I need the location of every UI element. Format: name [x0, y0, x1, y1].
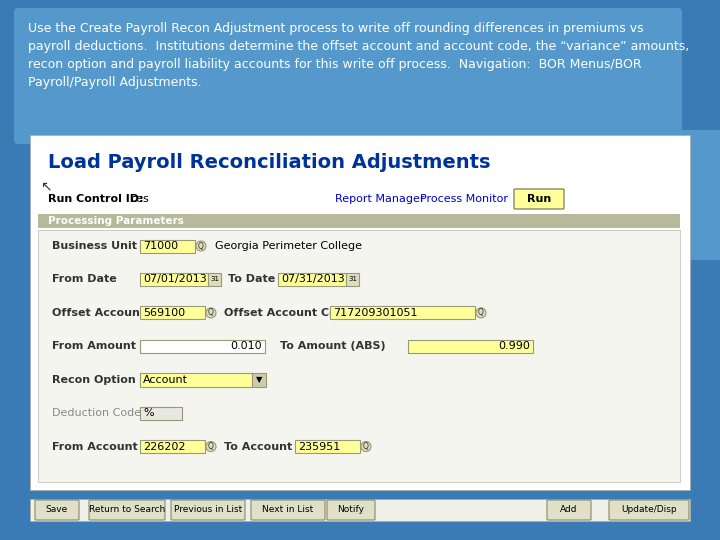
FancyBboxPatch shape — [330, 306, 475, 319]
FancyBboxPatch shape — [140, 407, 182, 420]
FancyBboxPatch shape — [140, 440, 205, 453]
Text: From Amount (ABS): From Amount (ABS) — [52, 341, 175, 352]
Text: From Date: From Date — [52, 274, 117, 285]
Text: Q: Q — [208, 442, 214, 451]
FancyBboxPatch shape — [89, 500, 165, 520]
FancyBboxPatch shape — [171, 500, 245, 520]
Text: Load Payroll Reconciliation Adjustments: Load Payroll Reconciliation Adjustments — [48, 153, 490, 172]
Text: Offset Account Code: Offset Account Code — [224, 308, 352, 318]
FancyBboxPatch shape — [514, 189, 564, 209]
FancyBboxPatch shape — [278, 273, 346, 286]
FancyBboxPatch shape — [30, 499, 690, 521]
FancyBboxPatch shape — [14, 8, 682, 144]
Text: Recon Option: Recon Option — [52, 375, 136, 384]
Text: Deduction Code: Deduction Code — [52, 408, 141, 418]
Circle shape — [476, 308, 486, 318]
FancyBboxPatch shape — [327, 500, 375, 520]
FancyBboxPatch shape — [140, 240, 195, 253]
Text: To Account: To Account — [224, 442, 292, 451]
Text: 07/01/2013: 07/01/2013 — [143, 274, 207, 285]
Text: Notify: Notify — [338, 505, 364, 515]
Text: 235951: 235951 — [298, 442, 341, 451]
FancyBboxPatch shape — [252, 373, 266, 387]
Text: Q: Q — [478, 308, 484, 318]
FancyBboxPatch shape — [30, 135, 690, 490]
Text: Run: Run — [527, 194, 551, 204]
Text: Run Control ID:: Run Control ID: — [48, 194, 143, 204]
Text: 569100: 569100 — [143, 308, 185, 318]
FancyBboxPatch shape — [140, 340, 265, 353]
FancyBboxPatch shape — [643, 130, 720, 260]
Text: ↖: ↖ — [40, 179, 52, 193]
FancyBboxPatch shape — [547, 500, 591, 520]
FancyBboxPatch shape — [346, 273, 359, 286]
FancyBboxPatch shape — [38, 214, 680, 228]
Text: Save: Save — [46, 505, 68, 515]
Text: ▼: ▼ — [256, 375, 262, 384]
FancyBboxPatch shape — [35, 500, 79, 520]
FancyBboxPatch shape — [140, 306, 205, 319]
Text: Add: Add — [560, 505, 577, 515]
Text: Process Monitor: Process Monitor — [420, 194, 508, 204]
Text: ces: ces — [130, 194, 149, 204]
Circle shape — [206, 442, 216, 451]
Text: Use the Create Payroll Recon Adjustment process to write off rounding difference: Use the Create Payroll Recon Adjustment … — [28, 22, 689, 89]
Text: %: % — [143, 408, 153, 418]
Text: 71000: 71000 — [143, 241, 178, 251]
FancyBboxPatch shape — [140, 373, 252, 387]
Text: Georgia Perimeter College: Georgia Perimeter College — [215, 241, 362, 251]
FancyBboxPatch shape — [140, 273, 208, 286]
Text: 0.010: 0.010 — [230, 341, 262, 352]
Text: Business Unit: Business Unit — [52, 241, 137, 251]
Text: Account: Account — [143, 375, 188, 384]
Text: 717209301051: 717209301051 — [333, 308, 418, 318]
Text: To Amount (ABS): To Amount (ABS) — [280, 341, 386, 352]
FancyBboxPatch shape — [609, 500, 689, 520]
Text: 31: 31 — [210, 276, 219, 282]
Text: Offset Account: Offset Account — [52, 308, 145, 318]
Text: To Date: To Date — [228, 274, 275, 285]
Text: 0.990: 0.990 — [498, 341, 530, 352]
Circle shape — [361, 442, 371, 451]
Text: Report Manager: Report Manager — [335, 194, 425, 204]
Text: 226202: 226202 — [143, 442, 186, 451]
Circle shape — [196, 241, 206, 251]
Text: Q: Q — [363, 442, 369, 451]
FancyBboxPatch shape — [38, 230, 680, 482]
Text: 31: 31 — [348, 276, 357, 282]
Text: From Account: From Account — [52, 442, 138, 451]
Text: Return to Search: Return to Search — [89, 505, 165, 515]
Circle shape — [206, 308, 216, 318]
Text: Previous in List: Previous in List — [174, 505, 242, 515]
FancyBboxPatch shape — [408, 340, 533, 353]
FancyBboxPatch shape — [295, 440, 360, 453]
FancyBboxPatch shape — [208, 273, 221, 286]
Text: Update/Disp: Update/Disp — [621, 505, 677, 515]
Text: Processing Parameters: Processing Parameters — [48, 216, 184, 226]
FancyBboxPatch shape — [251, 500, 325, 520]
Text: Q: Q — [198, 241, 204, 251]
Text: 07/31/2013: 07/31/2013 — [281, 274, 345, 285]
Text: Q: Q — [208, 308, 214, 318]
Text: Next in List: Next in List — [262, 505, 314, 515]
